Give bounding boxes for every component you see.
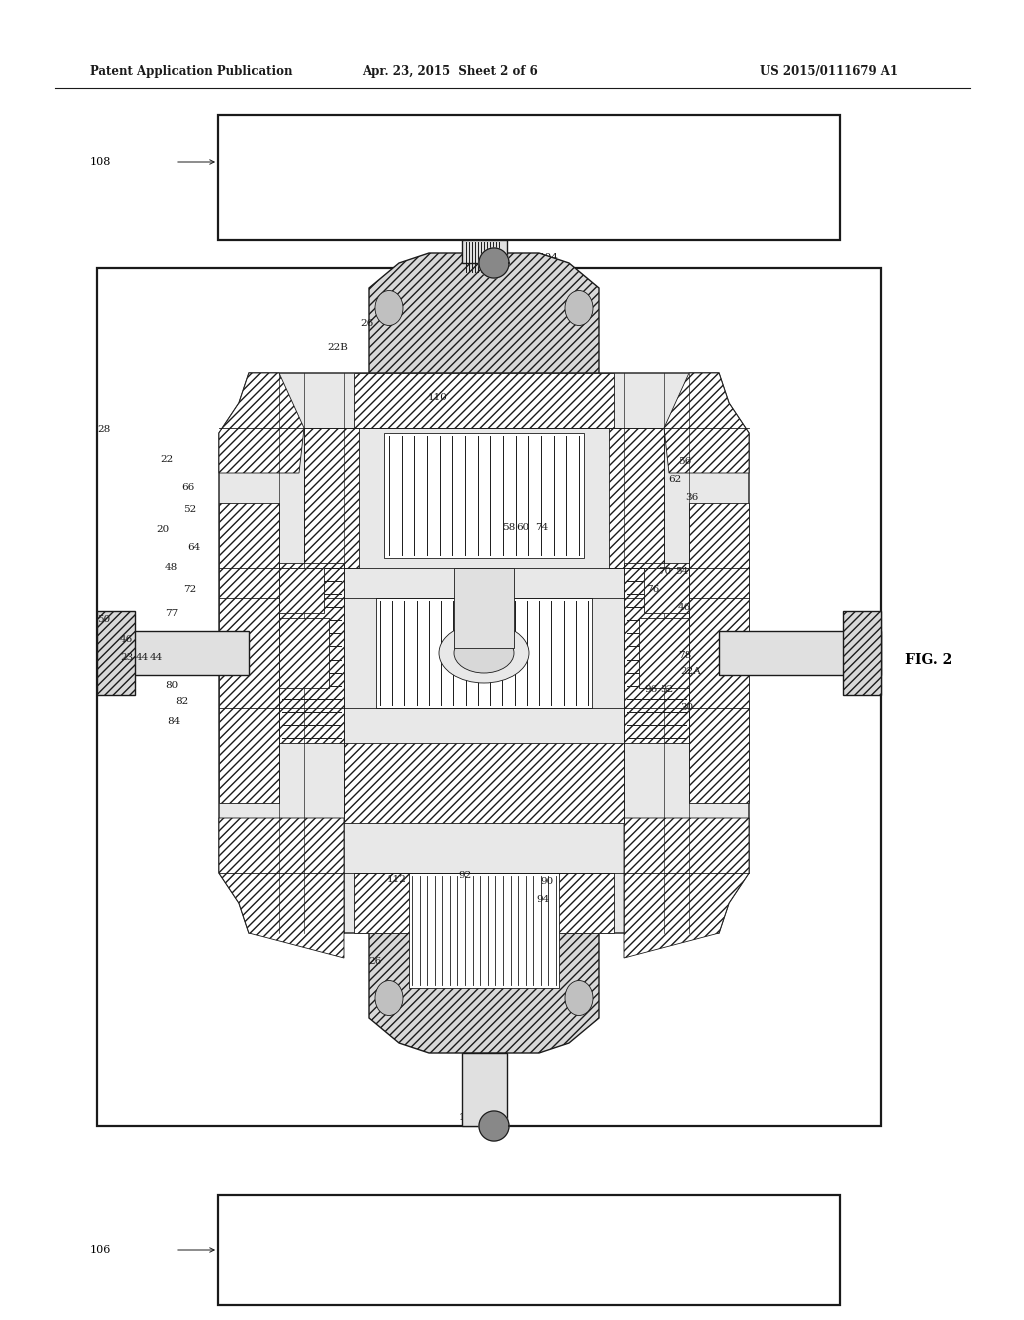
Text: 80: 80 bbox=[165, 681, 178, 689]
Text: 20: 20 bbox=[157, 525, 170, 535]
Text: 108: 108 bbox=[90, 157, 112, 168]
Polygon shape bbox=[219, 374, 749, 933]
Text: 110: 110 bbox=[428, 393, 449, 403]
Polygon shape bbox=[479, 1111, 509, 1140]
Text: 58: 58 bbox=[502, 524, 515, 532]
Polygon shape bbox=[369, 933, 599, 1053]
Text: 26: 26 bbox=[369, 957, 382, 966]
Bar bbox=[97, 268, 881, 1126]
Text: 96: 96 bbox=[644, 685, 657, 694]
Text: 82: 82 bbox=[175, 697, 188, 706]
Ellipse shape bbox=[439, 623, 529, 682]
Text: Apr. 23, 2015  Sheet 2 of 6: Apr. 23, 2015 Sheet 2 of 6 bbox=[362, 66, 538, 78]
Bar bbox=[609, 428, 664, 568]
Bar bbox=[304, 428, 359, 568]
Polygon shape bbox=[369, 253, 599, 374]
Text: 28: 28 bbox=[97, 425, 111, 434]
Polygon shape bbox=[219, 818, 344, 958]
Text: US 2015/0111679 A1: US 2015/0111679 A1 bbox=[760, 66, 898, 78]
Bar bbox=[639, 618, 689, 688]
Text: 46: 46 bbox=[678, 603, 691, 612]
Text: 24: 24 bbox=[466, 248, 479, 256]
Bar bbox=[409, 873, 559, 987]
Text: 46: 46 bbox=[120, 635, 133, 644]
Text: 94: 94 bbox=[536, 895, 549, 904]
Bar bbox=[384, 433, 584, 558]
Bar bbox=[97, 631, 249, 675]
Text: 76: 76 bbox=[646, 586, 659, 594]
Text: Patent Application Publication: Patent Application Publication bbox=[90, 66, 293, 78]
Text: 48: 48 bbox=[165, 564, 178, 573]
Text: 22: 22 bbox=[161, 455, 174, 465]
Ellipse shape bbox=[375, 981, 403, 1015]
Bar bbox=[219, 503, 279, 803]
Text: 22B: 22B bbox=[327, 343, 348, 352]
Polygon shape bbox=[664, 374, 749, 473]
Text: 72: 72 bbox=[182, 586, 196, 594]
Text: 26: 26 bbox=[360, 318, 374, 327]
Text: 54: 54 bbox=[675, 568, 688, 577]
Text: 50: 50 bbox=[97, 615, 111, 624]
Bar bbox=[97, 611, 135, 696]
Text: 36: 36 bbox=[685, 492, 698, 502]
Polygon shape bbox=[479, 248, 509, 279]
Bar bbox=[624, 564, 689, 743]
Text: 22A: 22A bbox=[680, 668, 700, 676]
Text: 92: 92 bbox=[459, 870, 472, 879]
Text: 104: 104 bbox=[539, 253, 559, 263]
Bar bbox=[644, 568, 689, 612]
Bar bbox=[719, 631, 881, 675]
Text: 56: 56 bbox=[678, 458, 691, 466]
Ellipse shape bbox=[565, 981, 593, 1015]
Text: 74: 74 bbox=[535, 524, 548, 532]
Text: 90: 90 bbox=[540, 878, 553, 887]
Text: 44: 44 bbox=[150, 653, 163, 663]
Text: 70: 70 bbox=[658, 568, 672, 577]
Bar bbox=[462, 240, 507, 263]
Polygon shape bbox=[624, 818, 749, 958]
Bar bbox=[218, 1195, 840, 1305]
Text: 66: 66 bbox=[181, 483, 195, 492]
Bar bbox=[454, 568, 514, 648]
Bar bbox=[279, 618, 329, 688]
Bar bbox=[279, 568, 324, 612]
Text: 77: 77 bbox=[165, 610, 178, 619]
Text: 30: 30 bbox=[680, 702, 693, 711]
Text: 106: 106 bbox=[90, 1245, 112, 1255]
Ellipse shape bbox=[375, 290, 403, 326]
Text: 52: 52 bbox=[182, 506, 196, 515]
Text: 60: 60 bbox=[516, 524, 529, 532]
Bar bbox=[344, 743, 624, 822]
Ellipse shape bbox=[454, 634, 514, 673]
Bar bbox=[376, 598, 592, 708]
Text: 64: 64 bbox=[186, 544, 200, 553]
Text: 102: 102 bbox=[459, 1114, 479, 1122]
Bar bbox=[279, 564, 344, 743]
Bar bbox=[462, 1053, 507, 1126]
Bar bbox=[843, 611, 881, 696]
Bar bbox=[354, 873, 614, 933]
Text: 62: 62 bbox=[668, 475, 681, 484]
Text: 78: 78 bbox=[678, 651, 691, 660]
Text: FIG. 2: FIG. 2 bbox=[905, 653, 952, 667]
Text: 84: 84 bbox=[167, 718, 180, 726]
Ellipse shape bbox=[565, 290, 593, 326]
Text: 44: 44 bbox=[136, 653, 150, 663]
Polygon shape bbox=[219, 374, 304, 473]
Text: 112: 112 bbox=[387, 875, 407, 884]
Text: 23: 23 bbox=[120, 653, 133, 663]
Bar bbox=[354, 374, 614, 428]
Text: 32: 32 bbox=[660, 685, 673, 694]
Bar bbox=[689, 503, 749, 803]
Bar bbox=[218, 115, 840, 240]
